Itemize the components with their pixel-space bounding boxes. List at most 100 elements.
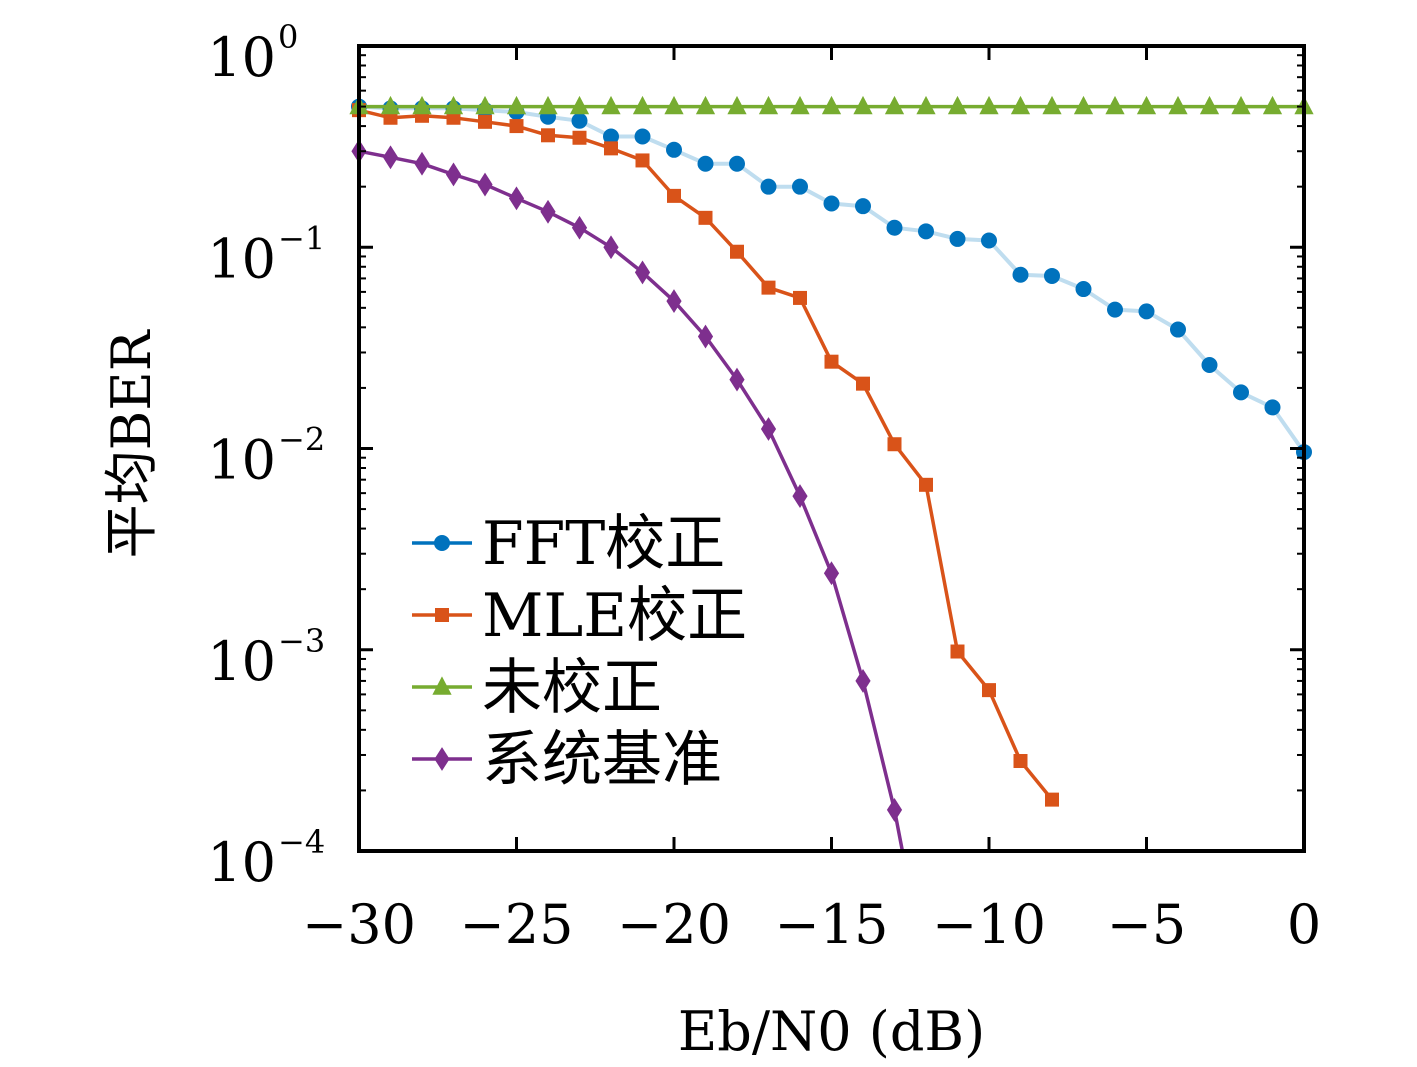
data-point — [604, 141, 618, 156]
data-point — [761, 280, 776, 295]
data-point — [823, 561, 840, 586]
x-tick-label: −25 — [460, 893, 574, 956]
data-point — [823, 195, 840, 212]
data-point — [916, 95, 936, 115]
data-point — [919, 477, 933, 492]
data-point — [572, 130, 587, 145]
legend-label: 未校正 — [482, 653, 662, 723]
data-point — [477, 172, 493, 197]
x-tick-label: −30 — [302, 893, 416, 956]
data-point — [821, 95, 842, 115]
data-point — [508, 186, 525, 211]
data-point — [538, 95, 558, 115]
data-point — [443, 95, 464, 115]
data-point — [506, 95, 527, 115]
data-point — [1231, 95, 1251, 115]
data-point — [1107, 301, 1123, 318]
legend-label: FFT校正 — [482, 509, 725, 579]
data-point — [729, 155, 745, 172]
data-point — [792, 484, 808, 509]
data-point — [886, 219, 903, 236]
data-point — [760, 178, 777, 195]
legend-item: 系统基准 — [412, 725, 722, 795]
data-point — [947, 95, 968, 115]
data-point — [790, 95, 810, 115]
data-point — [697, 155, 714, 172]
y-axis-label: 平均BER — [100, 329, 163, 558]
data-point — [382, 145, 399, 170]
data-point — [412, 95, 432, 115]
data-point — [982, 683, 996, 698]
legend-marker — [432, 676, 452, 695]
series-triangle — [349, 95, 1314, 115]
data-point — [632, 95, 653, 115]
data-point — [445, 162, 462, 187]
data-point — [1044, 267, 1060, 284]
data-point — [1201, 356, 1218, 373]
data-point — [1073, 95, 1094, 115]
y-tick-label-base: 10 — [207, 26, 276, 89]
ticks-layer — [357, 44, 1306, 853]
data-point — [571, 215, 588, 240]
data-point — [727, 95, 747, 115]
data-point — [1075, 281, 1092, 298]
data-point — [634, 128, 651, 145]
data-point — [571, 112, 588, 129]
data-point — [478, 114, 492, 129]
data-point — [758, 95, 779, 115]
legend-item: MLE校正 — [412, 581, 747, 651]
legend-label: MLE校正 — [482, 581, 747, 651]
data-point — [1262, 95, 1283, 115]
series-circle — [351, 98, 1312, 461]
data-point — [884, 95, 905, 115]
series-line — [358, 104, 1306, 454]
data-point — [887, 437, 902, 452]
y-tick-label-exponent: −2 — [278, 421, 325, 459]
data-point — [792, 178, 808, 195]
x-tick-label: −20 — [617, 893, 731, 956]
data-point — [950, 644, 965, 659]
data-point — [1233, 384, 1249, 401]
data-point — [601, 95, 621, 115]
data-point — [855, 198, 871, 215]
data-point — [666, 141, 682, 158]
y-tick-label-base: 10 — [207, 227, 276, 290]
data-point — [1136, 95, 1157, 115]
data-point — [981, 232, 997, 249]
x-tick-label: 0 — [1287, 893, 1321, 956]
x-axis-label: Eb/N0 (dB) — [678, 1000, 985, 1063]
data-point — [853, 95, 873, 115]
data-point — [1010, 95, 1031, 115]
data-point — [1199, 95, 1220, 115]
series-diamond — [351, 139, 905, 852]
series-layer — [349, 95, 1314, 852]
data-point — [634, 260, 651, 285]
data-point — [509, 119, 524, 134]
data-point — [730, 244, 744, 259]
data-point — [380, 95, 401, 115]
y-tick-label-base: 10 — [207, 831, 276, 894]
data-point — [541, 128, 555, 143]
data-point — [729, 367, 745, 392]
data-point — [664, 95, 684, 115]
data-point — [1138, 303, 1155, 320]
data-point — [760, 417, 777, 441]
y-tick-label-exponent: −4 — [278, 823, 325, 861]
y-tick-label-base: 10 — [207, 630, 276, 693]
data-point — [1105, 95, 1125, 115]
data-point — [1168, 95, 1188, 115]
data-point — [949, 230, 966, 247]
legend-marker — [434, 747, 450, 771]
y-tick-label-exponent: −3 — [278, 622, 325, 660]
data-point — [979, 95, 999, 115]
data-point — [635, 153, 650, 168]
data-point — [886, 797, 903, 822]
data-point — [918, 223, 934, 240]
legend-item: FFT校正 — [412, 509, 725, 579]
data-point — [697, 324, 714, 349]
x-tick-label: −15 — [775, 893, 889, 956]
x-tick-label: −10 — [932, 893, 1046, 956]
legend-label: 系统基准 — [482, 725, 722, 795]
